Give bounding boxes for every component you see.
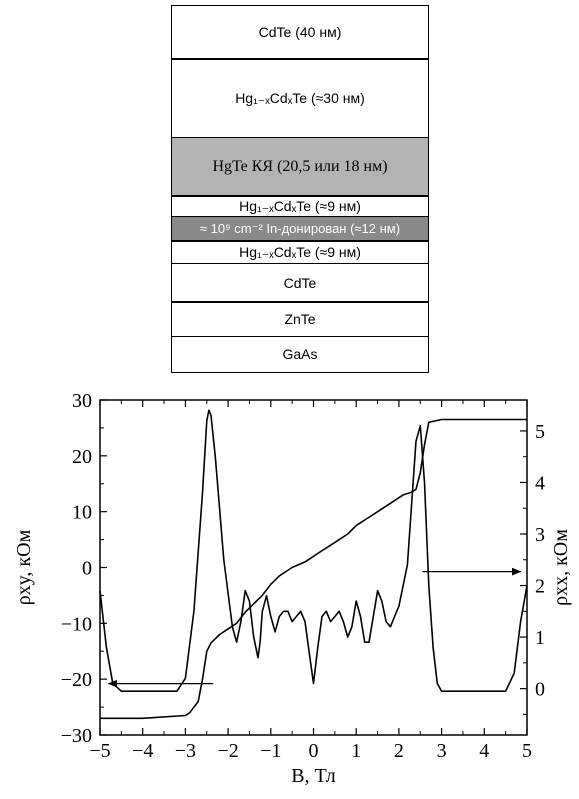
x-tick-label: −2: [217, 740, 238, 762]
y-right-tick-label: 5: [535, 421, 545, 443]
y-right-axis-label: ρxx, кОм: [550, 529, 572, 606]
layer-label: Hg₁₋ₓCdₓTe (≈9 нм): [239, 197, 361, 214]
rho-xx-curve: [99, 409, 528, 693]
layer-1: Hg₁₋ₓCdₓTe (≈30 нм): [171, 58, 429, 138]
layer-0: CdTe (40 нм): [171, 4, 429, 60]
y-left-tick-label: −30: [61, 725, 92, 747]
layer-label: ZnTe: [284, 311, 316, 327]
layer-8: GaAs: [171, 335, 429, 373]
x-tick-label: −5: [89, 740, 110, 762]
y-left-tick-label: 0: [82, 558, 92, 580]
layer-label: Hg₁₋ₓCdₓTe (≈9 нм): [239, 243, 361, 260]
layer-label: CdTe: [283, 274, 317, 291]
layer-5: Hg₁₋ₓCdₓTe (≈9 нм): [171, 240, 429, 264]
x-tick-label: 1: [351, 740, 361, 762]
heterostructure-layer-stack: CdTe (40 нм) Hg₁₋ₓCdₓTe (≈30 нм) HgTe КЯ (…: [171, 4, 429, 373]
magnetotransport-chart: −5 −4 −3 −2 −1 0 1 2 3 4 53020100−10−20−30543210B,…: [13, 390, 572, 787]
x-tick-label: 5: [522, 740, 532, 762]
layer-label: Hg₁₋ₓCdₓTe (≈30 нм): [235, 89, 365, 106]
y-left-tick-label: 10: [72, 502, 92, 524]
x-tick-label: 4: [479, 740, 489, 762]
x-axis-label: B, Тл: [291, 765, 336, 787]
y-right-tick-label: 3: [535, 524, 545, 546]
x-tick-label: −3: [175, 740, 196, 762]
y-left-axis-label: ρxy, кОм: [13, 529, 35, 605]
layer-6: CdTe: [171, 262, 429, 303]
plot-frame: [99, 399, 528, 736]
layer-4: ≈ 10⁹ cm⁻² In-донирован (≈12 нм): [171, 215, 429, 242]
x-tick-label: −1: [260, 740, 281, 762]
y-left-tick-label: −10: [61, 613, 92, 635]
y-left-tick-label: 20: [72, 446, 92, 468]
y-right-tick-label: 0: [535, 679, 545, 701]
y-right-tick-label: 1: [535, 627, 545, 649]
layer-2: HgTe КЯ (20,5 или 18 нм): [171, 136, 429, 197]
layer-label: CdTe (40 нм): [258, 24, 342, 40]
x-tick-label: −4: [132, 740, 153, 762]
layer-7: ZnTe: [171, 301, 429, 337]
y-left-tick-label: 30: [72, 390, 92, 412]
layer-3: Hg₁₋ₓCdₓTe (≈9 нм): [171, 195, 429, 217]
layer-label: ≈ 10⁹ cm⁻² In-донирован (≈12 нм): [199, 220, 401, 236]
x-tick-label: 3: [437, 740, 447, 762]
y-left-tick-label: −20: [61, 669, 92, 691]
x-tick-label: 0: [309, 740, 319, 762]
rho-xy-curve: [100, 418, 527, 720]
x-tick-label: 2: [394, 740, 404, 762]
layer-label: HgTe КЯ (20,5 или 18 нм): [212, 157, 388, 175]
y-right-tick-label: 2: [535, 576, 545, 598]
y-right-tick-label: 4: [535, 472, 545, 494]
layer-label: GaAs: [282, 346, 318, 362]
